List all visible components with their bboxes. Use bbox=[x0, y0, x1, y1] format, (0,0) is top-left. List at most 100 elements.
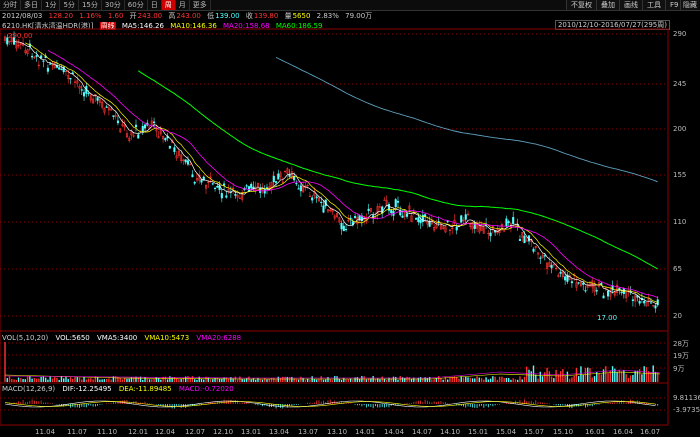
no-adjust-button[interactable]: 不复权 bbox=[566, 0, 596, 10]
overlay-button[interactable]: 叠加 bbox=[596, 0, 619, 10]
volume-bar bbox=[38, 378, 40, 382]
candle-body bbox=[265, 187, 269, 189]
candle-body bbox=[241, 192, 244, 200]
draw-line-button[interactable]: 画线 bbox=[619, 0, 642, 10]
volume-bar bbox=[53, 377, 56, 382]
volume-bar bbox=[354, 377, 356, 382]
period-tab-multiday[interactable]: 多日 bbox=[21, 0, 42, 10]
volume-bar bbox=[417, 377, 420, 382]
volume-bar bbox=[605, 366, 607, 382]
volume-bar bbox=[318, 379, 320, 382]
volume-bar bbox=[358, 378, 361, 382]
volume-bar bbox=[654, 371, 657, 382]
period-tab-day[interactable]: 日 bbox=[148, 0, 162, 10]
tools-button[interactable]: 工具 bbox=[642, 0, 665, 10]
volume-bar bbox=[232, 378, 234, 382]
volume-bar bbox=[458, 378, 460, 382]
period-tab-month[interactable]: 月 bbox=[176, 0, 190, 10]
period-tab-timeshare[interactable]: 分时 bbox=[0, 0, 21, 10]
ma20-legend: MA20:158.68 bbox=[223, 22, 270, 30]
volume-bar bbox=[216, 377, 219, 382]
candle-body bbox=[652, 305, 655, 307]
volume-bar bbox=[456, 376, 458, 382]
volume-bar bbox=[476, 376, 478, 382]
volume-bar bbox=[614, 368, 616, 382]
volume-bar bbox=[564, 375, 566, 382]
volume-legend: VOL(5,10,20) VOL:5650 VMA5:3400 VMA10:54… bbox=[2, 334, 246, 342]
period-tab-5min[interactable]: 5分 bbox=[60, 0, 79, 10]
period-tab-week[interactable]: 周 bbox=[161, 0, 176, 10]
volume-bar bbox=[225, 377, 228, 382]
volume-bar bbox=[252, 378, 255, 382]
period-tab-60min[interactable]: 60分 bbox=[125, 0, 148, 10]
ma60-line bbox=[138, 70, 658, 270]
volume-bar bbox=[270, 378, 273, 382]
candle-body bbox=[33, 57, 36, 59]
volume-bars bbox=[4, 342, 661, 382]
volume-bar bbox=[63, 378, 65, 382]
volume-axis-label: 28万 bbox=[673, 340, 689, 348]
macd-axis-label: -3.97353 bbox=[673, 406, 700, 414]
volume-bar bbox=[33, 378, 36, 382]
macd-series bbox=[4, 399, 659, 409]
volume-bar bbox=[309, 379, 311, 382]
candle-body bbox=[559, 271, 562, 274]
volume-bar bbox=[275, 379, 277, 382]
candle-body bbox=[279, 172, 282, 178]
candle-body bbox=[415, 218, 418, 220]
f9-button[interactable]: F9 bbox=[665, 0, 683, 10]
volume-bar bbox=[625, 374, 627, 382]
volume-bar bbox=[85, 379, 88, 382]
candle-body bbox=[394, 199, 397, 208]
candle-body bbox=[51, 64, 54, 66]
candle-body bbox=[335, 212, 339, 218]
moving-average-lines bbox=[13, 40, 658, 305]
time-axis-label: 12.07 bbox=[185, 428, 206, 436]
volume-bar bbox=[81, 379, 83, 382]
volume-bar bbox=[451, 376, 453, 382]
volume-bar bbox=[259, 378, 261, 382]
candle-body bbox=[584, 290, 587, 292]
low-value: 139.00 bbox=[215, 12, 240, 20]
candle-body bbox=[46, 67, 49, 72]
candle-body bbox=[505, 218, 508, 227]
volume-bar bbox=[205, 376, 207, 382]
candle-body bbox=[557, 274, 560, 277]
candle-body bbox=[503, 230, 506, 232]
volume-bar bbox=[428, 376, 431, 382]
candle-body bbox=[446, 220, 449, 223]
candle-body bbox=[354, 216, 357, 218]
volume-bar bbox=[302, 378, 304, 382]
volume-bar bbox=[568, 378, 571, 382]
time-axis-label: 14.10 bbox=[440, 428, 461, 436]
vma20-line bbox=[4, 369, 661, 379]
time-axis-label: 12.04 bbox=[155, 428, 176, 436]
volume-bar bbox=[72, 378, 74, 382]
candle-body bbox=[428, 220, 431, 227]
candle-body bbox=[607, 290, 610, 297]
volume-bar bbox=[40, 376, 42, 382]
volume-bar bbox=[496, 379, 499, 382]
candle-body bbox=[286, 168, 289, 174]
volume-bar bbox=[589, 368, 591, 382]
candle-body bbox=[281, 181, 284, 183]
time-axis-label: 12.10 bbox=[213, 428, 234, 436]
period-tab-1min[interactable]: 1分 bbox=[42, 0, 61, 10]
candle-body bbox=[604, 287, 607, 289]
macd-legend: MACD(12,26,9) DIF:-12.25495 DEA:-11.8948… bbox=[2, 385, 239, 393]
hide-button[interactable]: 隐藏 bbox=[680, 0, 699, 10]
volume-bar bbox=[349, 378, 352, 382]
candle-body bbox=[189, 164, 192, 166]
volume-bar bbox=[523, 376, 526, 382]
candle-body bbox=[317, 197, 320, 202]
volume-bar bbox=[257, 378, 259, 382]
volume-bar bbox=[166, 379, 169, 382]
candle-body bbox=[555, 267, 558, 270]
period-tab-30min[interactable]: 30分 bbox=[102, 0, 125, 10]
volume-bar bbox=[35, 378, 38, 382]
period-tab-15min[interactable]: 15分 bbox=[79, 0, 102, 10]
period-tab-more[interactable]: 更多 bbox=[190, 0, 211, 10]
dif-value: DIF:-12.25495 bbox=[62, 385, 112, 393]
candle-body bbox=[164, 137, 167, 141]
